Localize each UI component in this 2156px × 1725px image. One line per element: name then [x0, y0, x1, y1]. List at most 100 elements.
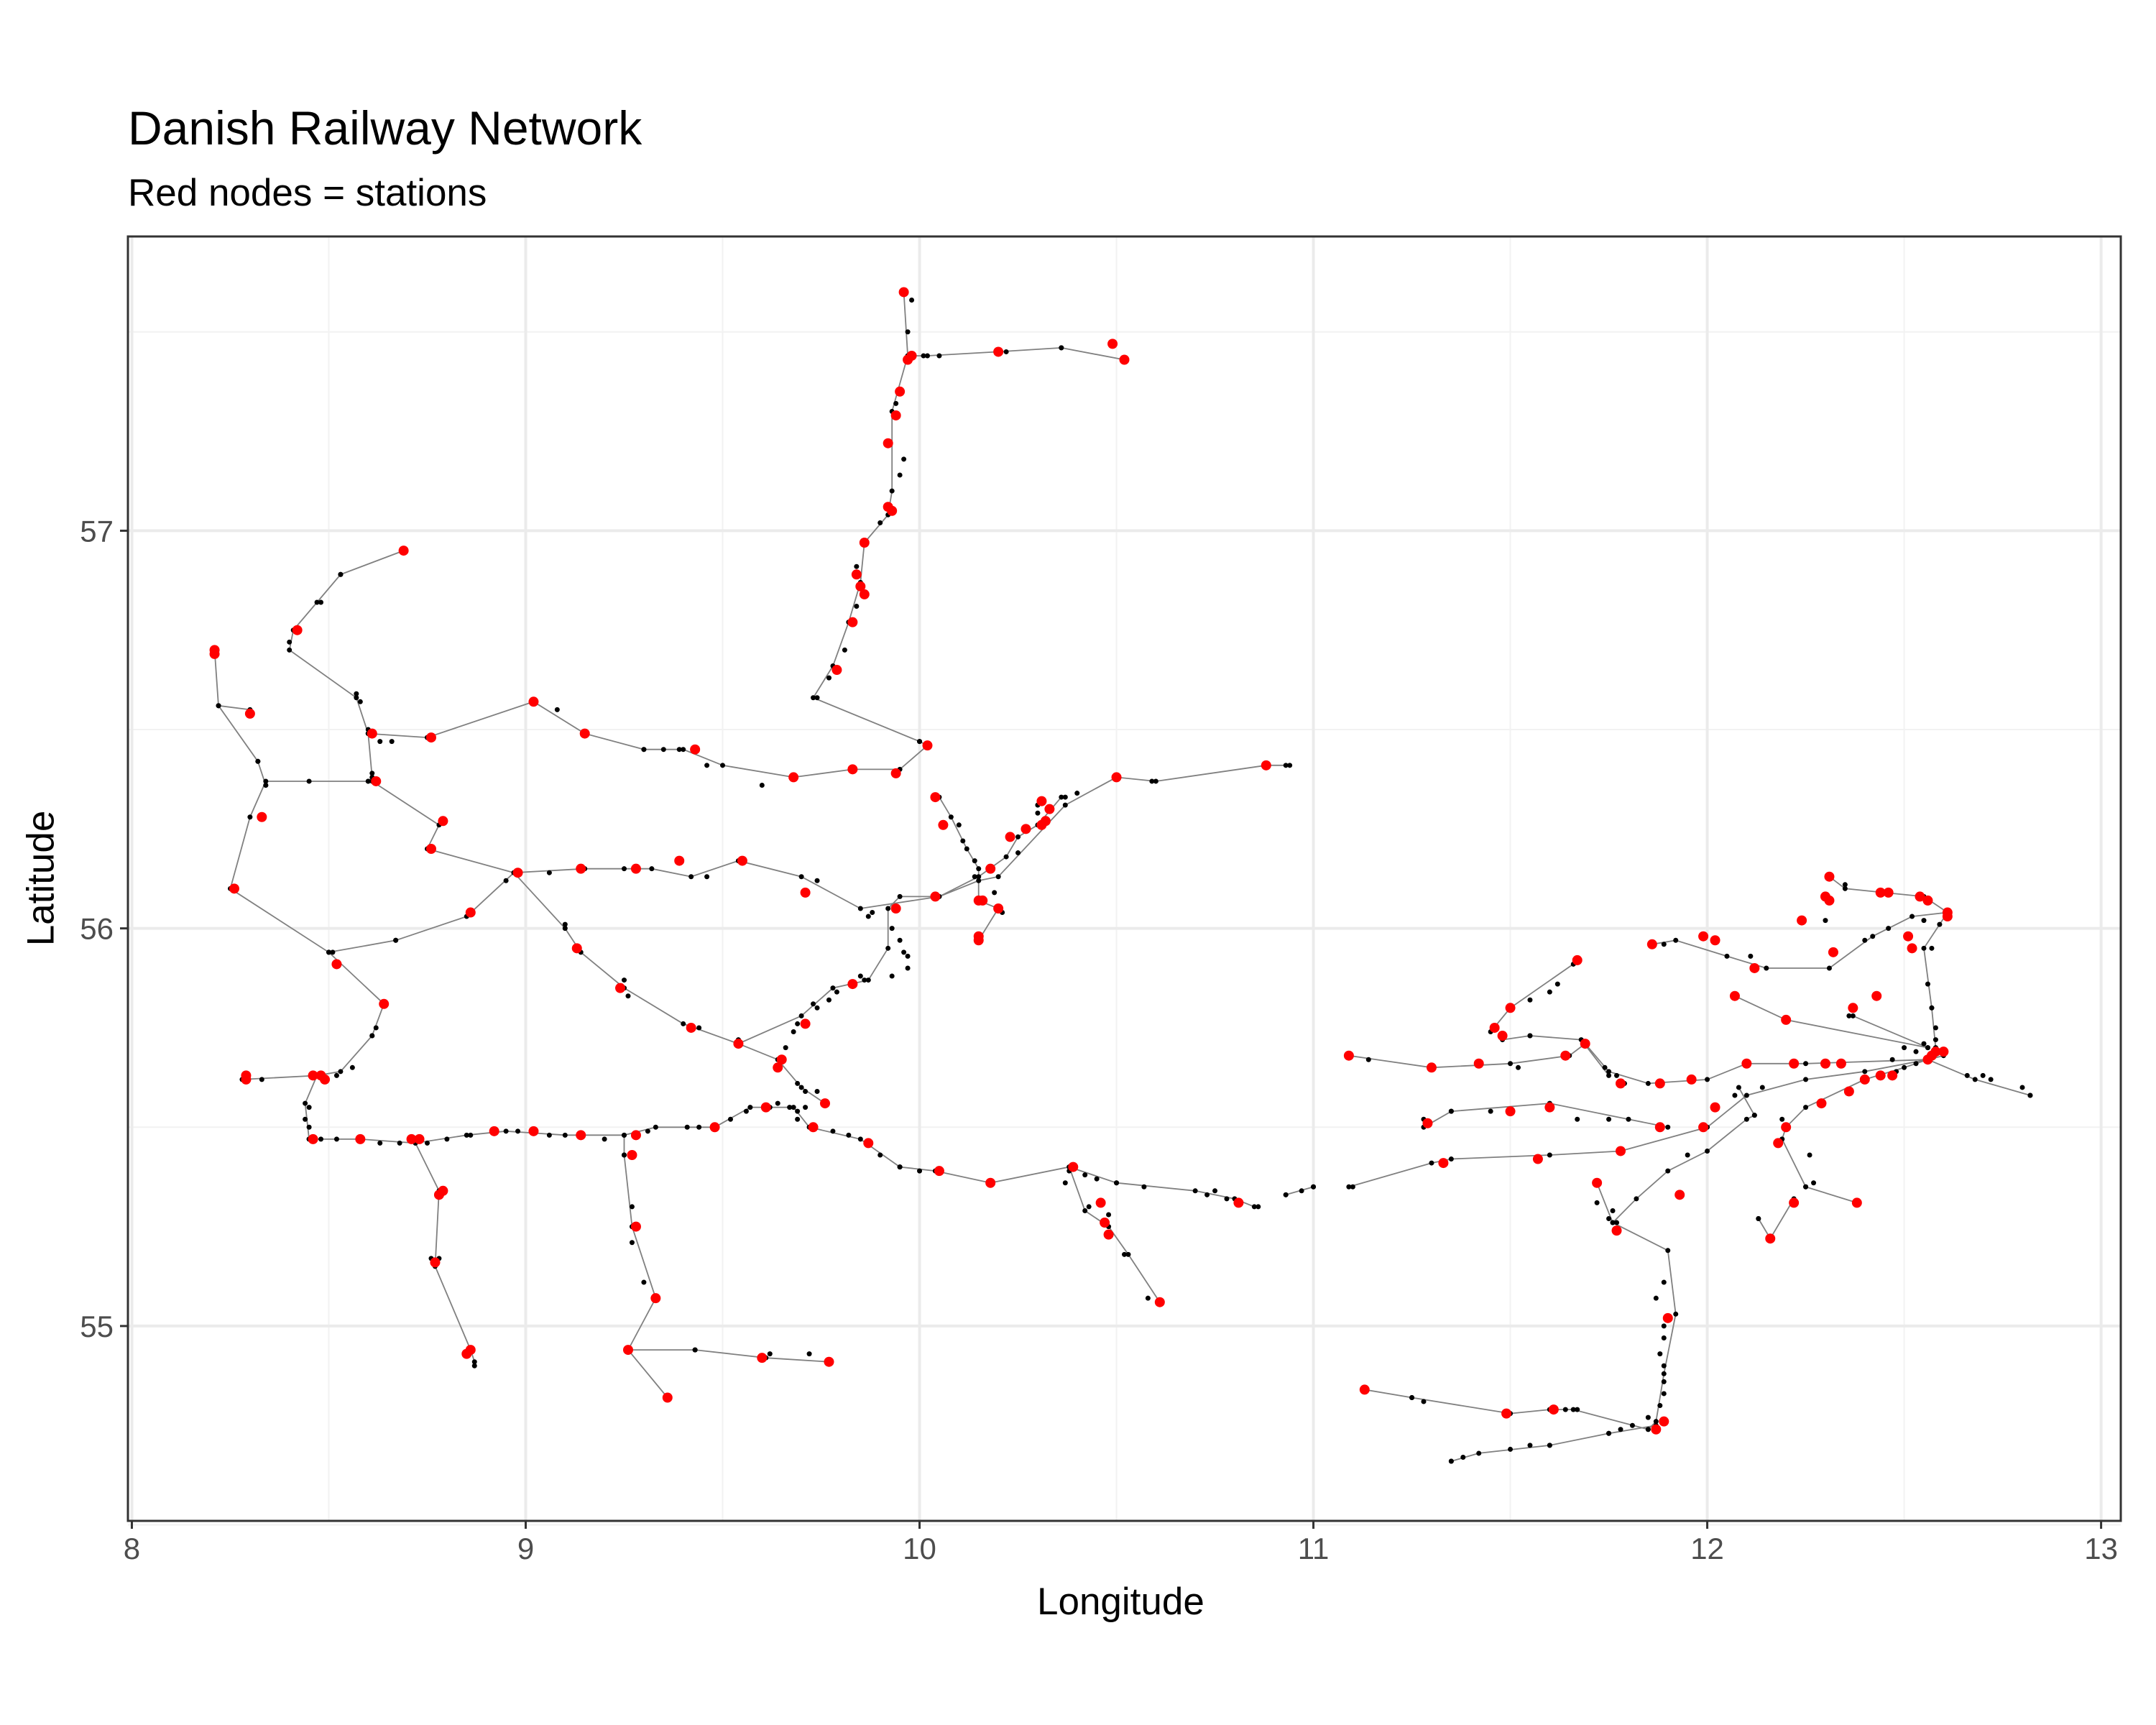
rail-edge [372, 764, 1286, 909]
junction-node [247, 814, 253, 820]
station-node [1548, 1404, 1559, 1415]
station-node [831, 665, 842, 676]
station-node [788, 772, 799, 783]
station-node [241, 1074, 252, 1085]
junction-node [803, 1105, 808, 1110]
station-node [465, 907, 476, 918]
junction-node [349, 1064, 355, 1070]
station-node [776, 1054, 787, 1065]
junction-node [862, 978, 867, 983]
junction-node [503, 1128, 509, 1134]
junction-node [1074, 791, 1080, 796]
junction-node [1657, 1351, 1663, 1357]
station-node [847, 979, 858, 990]
station-node [895, 386, 906, 397]
junction-node [333, 1072, 339, 1078]
junction-node [1429, 1160, 1434, 1166]
junction-node [1653, 1295, 1659, 1301]
station-node [820, 1098, 831, 1109]
junction-node [1365, 1057, 1371, 1062]
station-node [1497, 1031, 1508, 1041]
junction-node [1256, 1204, 1261, 1210]
junction-node [1527, 1443, 1533, 1448]
junction-node [1114, 1180, 1120, 1186]
junction-node [1448, 1108, 1454, 1114]
junction-node [1606, 1216, 1612, 1222]
junction-node [338, 1069, 344, 1075]
junction-node [676, 747, 682, 753]
junction-node [653, 1124, 658, 1130]
station-node [1887, 1070, 1898, 1081]
x-tick-label: 13 [2084, 1532, 2118, 1565]
station-node [922, 740, 933, 751]
junction-node [1653, 1419, 1659, 1425]
junction-node [1743, 1116, 1749, 1122]
junction-node [1661, 1371, 1667, 1376]
junction-node [2019, 1085, 2025, 1090]
junction-node [1283, 763, 1289, 768]
junction-node [1346, 1184, 1352, 1190]
junction-node [917, 739, 923, 745]
station-node [1942, 911, 1953, 922]
station-node [1044, 804, 1055, 814]
station-node [1930, 1046, 1941, 1057]
rail-edge [1828, 875, 1949, 1048]
junction-node [681, 747, 686, 753]
station-node [1859, 1074, 1870, 1085]
junction-node [921, 353, 926, 359]
junction-node [641, 1279, 647, 1285]
junction-node [1125, 1251, 1131, 1257]
chart-title: Danish Railway Network [128, 101, 642, 155]
station-node [1883, 887, 1894, 898]
station-node [977, 895, 988, 906]
junction-node [1803, 1061, 1809, 1067]
junction-node [854, 604, 860, 610]
junction-node [354, 691, 359, 696]
junction-node [645, 1128, 650, 1134]
junction-node [562, 926, 568, 932]
junction-node [1409, 1394, 1415, 1400]
junction-node [854, 564, 860, 569]
rail-edge [623, 1135, 668, 1399]
junction-node [625, 993, 631, 999]
junction-node [885, 906, 891, 911]
station-node [1907, 943, 1917, 954]
station-node [890, 410, 901, 420]
station-node [1828, 947, 1838, 957]
junction-node [992, 890, 998, 896]
station-node [1068, 1162, 1079, 1172]
junction-node [1779, 1116, 1785, 1122]
junction-node [795, 1080, 801, 1086]
junction-node [1803, 1105, 1809, 1110]
junction-node [1476, 1450, 1482, 1456]
junction-node [1826, 965, 1832, 971]
junction-node [373, 1025, 379, 1031]
junction-node [972, 874, 977, 880]
station-node [1154, 1297, 1165, 1307]
station-node [757, 1353, 768, 1363]
station-node [1107, 339, 1118, 349]
junction-node [877, 520, 883, 525]
junction-node [1803, 1077, 1809, 1082]
junction-node [1035, 810, 1041, 816]
station-node [1021, 824, 1031, 834]
y-axis-label: Latitude [19, 810, 63, 947]
junction-node [1665, 1168, 1671, 1174]
y-tick-label: 56 [80, 912, 114, 946]
junction-node [1685, 1152, 1690, 1158]
junction-node [1673, 937, 1679, 943]
junction-node [897, 472, 903, 478]
junction-node [688, 874, 694, 880]
junction-node [803, 1088, 808, 1094]
junction-node [924, 353, 930, 359]
junction-node [1980, 1072, 1986, 1078]
station-node [571, 943, 582, 954]
junction-node [1614, 1072, 1620, 1078]
junction-node [1759, 1085, 1765, 1090]
station-node [1261, 760, 1271, 770]
junction-node [976, 874, 982, 880]
junction-node [889, 973, 895, 979]
junction-node [369, 1033, 375, 1039]
junction-node [1751, 1113, 1757, 1118]
junction-node [622, 1152, 627, 1158]
